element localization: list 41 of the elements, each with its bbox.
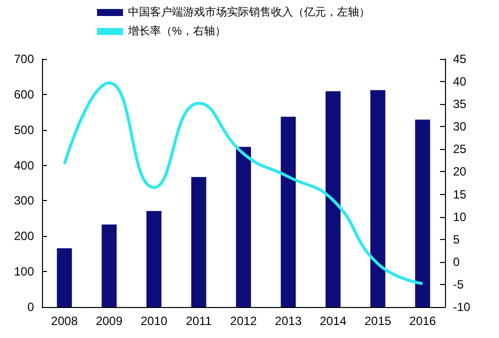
y-tick-label: 600 <box>14 87 34 102</box>
y2-tick-label: 15 <box>453 187 467 202</box>
y2-tick-label: 10 <box>453 210 467 224</box>
y2-tick-label: 5 <box>453 232 460 246</box>
bar <box>56 248 72 307</box>
bar <box>415 120 430 307</box>
bar <box>326 91 341 307</box>
y2-tick-label: 25 <box>453 142 467 156</box>
bar <box>146 210 162 307</box>
y2-tick-label: 30 <box>453 120 467 134</box>
y2-tick-label: -10 <box>453 300 471 314</box>
x-tick-label: 2009 <box>96 314 123 328</box>
bar <box>370 90 386 307</box>
y-tick-label: 300 <box>14 194 34 208</box>
y2-tick-label: 35 <box>453 97 467 112</box>
y-tick-label: 100 <box>14 264 34 279</box>
y-tick-label: 500 <box>14 122 34 137</box>
y2-tick-label: 45 <box>453 52 467 66</box>
bar <box>102 224 117 307</box>
x-tick-label: 2015 <box>364 314 392 328</box>
bar <box>191 176 206 307</box>
y-tick-label: 700 <box>14 52 34 66</box>
y-tick-label: 200 <box>14 229 34 244</box>
x-tick-label: 2013 <box>274 314 302 328</box>
bar <box>236 146 251 307</box>
legend-label: 增长率（%，右轴） <box>127 24 226 38</box>
x-tick-label: 2012 <box>230 314 258 328</box>
line-series <box>62 81 424 286</box>
bar <box>280 116 296 307</box>
y2-tick-label: 40 <box>453 74 467 89</box>
y2-tick-label: 0 <box>453 254 460 269</box>
y2-tick-label: -5 <box>453 277 464 292</box>
x-tick-label: 2014 <box>320 314 347 328</box>
legend-label: 中国客户端游戏市场实际销售收入（亿元，左轴） <box>128 6 370 18</box>
x-tick-label: 2008 <box>51 314 78 328</box>
x-tick-label: 2016 <box>409 314 436 328</box>
y-tick-label: 400 <box>14 158 34 172</box>
y2-tick-label: 20 <box>453 164 467 179</box>
x-tick-label: 2010 <box>140 314 168 328</box>
y-tick-label: 0 <box>27 300 34 314</box>
x-tick-label: 2011 <box>186 314 212 328</box>
